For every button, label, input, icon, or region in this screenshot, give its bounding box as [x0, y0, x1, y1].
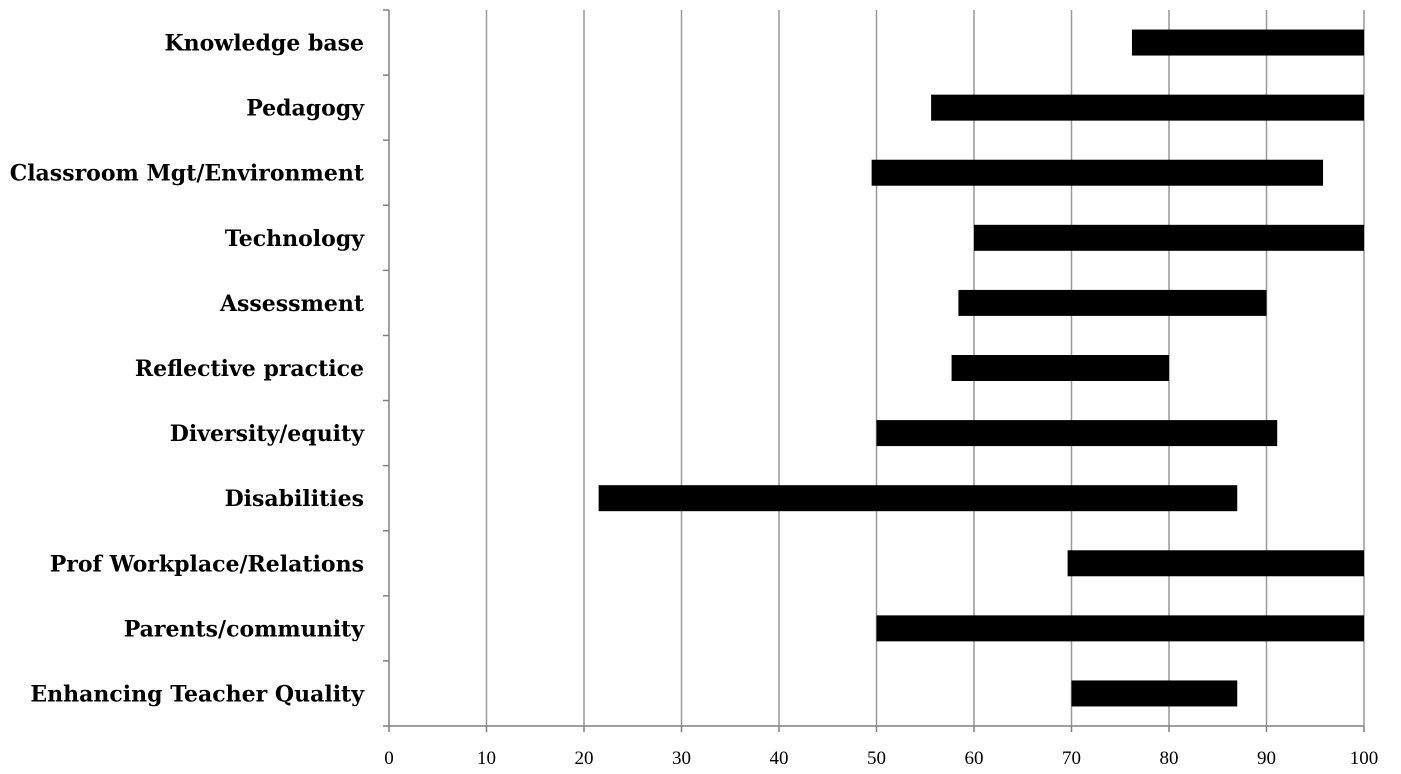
x-tick-labels: 0 10 20 30 40 50 60 70 80 90 100 [384, 748, 1378, 769]
x-tick-label: 50 [867, 748, 886, 769]
bar-reflective-practice [951, 355, 1169, 381]
bar-assessment [958, 289, 1267, 316]
category-label: Parents/community [124, 616, 366, 642]
x-tick-label: 40 [770, 748, 789, 769]
bar-prof-workplace-relations [1067, 550, 1364, 577]
x-tick-label: 0 [384, 748, 394, 769]
category-label: Knowledge base [164, 31, 364, 57]
category-labels: Knowledge base Pedagogy Classroom Mgt/Envi… [10, 31, 366, 708]
bar-enhancing-teacher-quality [1071, 680, 1238, 707]
x-tick-label: 100 [1350, 748, 1379, 769]
category-label: Classroom Mgt/Environment [10, 161, 365, 187]
x-tick-label: 20 [575, 748, 594, 769]
bars [598, 29, 1364, 707]
category-label: Diversity/equity [170, 421, 365, 447]
x-tick-label: 90 [1257, 748, 1276, 769]
category-label: Disabilities [225, 486, 364, 512]
bar-technology [974, 224, 1364, 251]
bar-classroom-mgt-environment [871, 159, 1324, 186]
category-label: Assessment [219, 291, 365, 317]
bar-knowledge-base [1131, 29, 1364, 56]
x-tick-label: 60 [965, 748, 984, 769]
category-label: Prof Workplace/Relations [50, 551, 364, 577]
category-label: Technology [225, 226, 365, 252]
bar-pedagogy [931, 94, 1364, 121]
bar-parents-community [876, 615, 1364, 642]
x-tick-label: 70 [1062, 748, 1081, 769]
x-tick-label: 10 [477, 748, 496, 769]
bar-diversity-equity [876, 420, 1278, 447]
bar-disabilities [598, 485, 1238, 512]
x-tick-label: 80 [1160, 748, 1179, 769]
category-label: Reflective practice [135, 356, 364, 382]
category-label: Pedagogy [246, 96, 365, 122]
axes [383, 9, 1365, 732]
x-tick-label: 30 [672, 748, 691, 769]
category-label: Enhancing Teacher Quality [30, 681, 365, 707]
